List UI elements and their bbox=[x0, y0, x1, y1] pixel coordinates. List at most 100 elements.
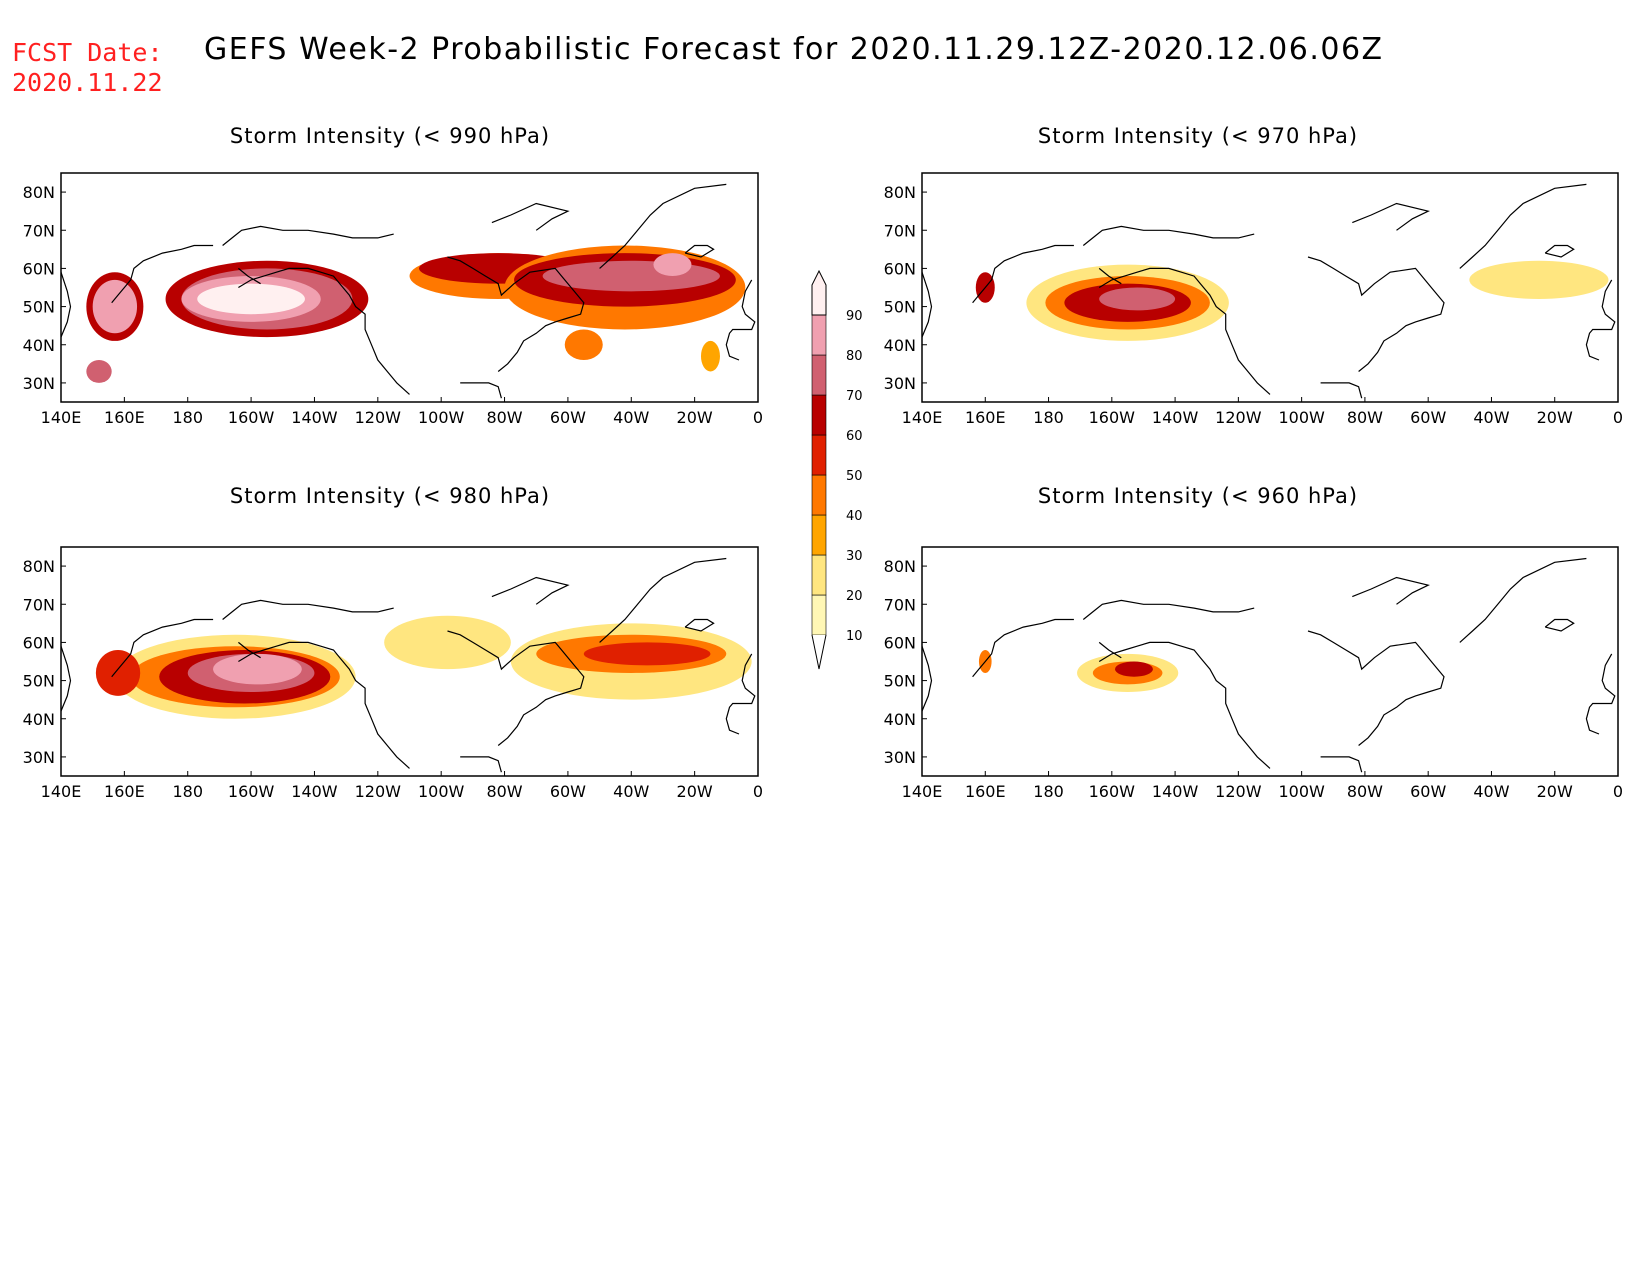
probability-field bbox=[975, 260, 1609, 341]
probability-contour bbox=[542, 260, 720, 292]
probability-field bbox=[978, 650, 1179, 693]
probability-contour bbox=[197, 283, 305, 315]
forecast-date-block: FCST Date: 2020.11.22 bbox=[12, 38, 163, 98]
y-tick-label: 80N bbox=[884, 183, 916, 202]
x-tick-label: 140W bbox=[1152, 408, 1199, 427]
colorbar-label: 50 bbox=[846, 469, 863, 484]
colorbar-segment bbox=[811, 314, 827, 356]
coastline bbox=[447, 256, 585, 372]
page-title: GEFS Week-2 Probabilistic Forecast for 2… bbox=[204, 32, 1384, 67]
x-tick-label: 140W bbox=[291, 782, 338, 801]
x-tick-label: 80W bbox=[1347, 782, 1383, 801]
coastline bbox=[1098, 267, 1271, 395]
probability-contour bbox=[95, 650, 141, 696]
x-tick-label: 60W bbox=[550, 408, 586, 427]
probability-contour bbox=[384, 615, 511, 670]
x-tick-label: 120W bbox=[1215, 408, 1262, 427]
colorbar-segment bbox=[811, 434, 827, 476]
coastlines bbox=[922, 557, 1616, 773]
coastline bbox=[1544, 244, 1575, 258]
coastline bbox=[972, 618, 1074, 678]
x-tick-label: 40W bbox=[613, 408, 649, 427]
x-tick-label: 160E bbox=[965, 408, 1006, 427]
x-tick-label: 160W bbox=[1089, 782, 1136, 801]
coastline bbox=[491, 576, 570, 605]
x-tick-label: 140W bbox=[291, 408, 338, 427]
coastline bbox=[1320, 382, 1363, 399]
coastline bbox=[1098, 641, 1122, 659]
colorbar-segment bbox=[811, 394, 827, 436]
coastline bbox=[1352, 576, 1430, 605]
colorbar: 10 20 30 40 50 60 70 80 90 bbox=[811, 269, 863, 670]
coastline bbox=[725, 653, 756, 735]
coastline bbox=[1320, 756, 1363, 773]
colorbar-label: 70 bbox=[846, 389, 863, 404]
coastlines bbox=[61, 183, 756, 399]
probability-field bbox=[95, 615, 752, 719]
colorbar-segment bbox=[811, 554, 827, 596]
x-tick-label: 120W bbox=[1215, 782, 1262, 801]
x-tick-label: 0 bbox=[1613, 408, 1623, 427]
colorbar-segment bbox=[811, 594, 827, 636]
coastline bbox=[1459, 557, 1587, 643]
x-tick-label: 160W bbox=[1089, 408, 1136, 427]
coastline bbox=[725, 279, 756, 361]
probability-contour bbox=[653, 253, 692, 277]
fcst-date-value: 2020.11.22 bbox=[12, 68, 163, 97]
y-tick-label: 50N bbox=[884, 672, 916, 691]
x-tick-label: 160E bbox=[965, 782, 1006, 801]
coastline bbox=[460, 756, 502, 773]
coastline bbox=[922, 272, 933, 338]
x-tick-label: 20W bbox=[1537, 782, 1573, 801]
probability-contour bbox=[583, 642, 711, 666]
colorbar-tail bbox=[811, 634, 827, 670]
coastline bbox=[238, 267, 410, 395]
y-tick-label: 30N bbox=[23, 374, 55, 393]
probability-contour bbox=[92, 279, 138, 334]
probability-field bbox=[86, 245, 746, 383]
panel-title: Storm Intensity (< 960 hPa) bbox=[1037, 484, 1359, 508]
coastline bbox=[1544, 618, 1575, 632]
map-frame bbox=[60, 546, 759, 777]
x-tick-label: 80W bbox=[1347, 408, 1383, 427]
x-tick-label: 140E bbox=[902, 408, 943, 427]
y-tick-label: 40N bbox=[884, 336, 916, 355]
y-tick-label: 80N bbox=[23, 183, 55, 202]
map-panel-0: 140E 160E 180 160W 140W 120W 100W 80W 60W 40W 20W 0… bbox=[23, 172, 763, 427]
coastline bbox=[61, 646, 72, 712]
probability-contour bbox=[1114, 661, 1153, 677]
map-panel-1: 140E 160E 180 160W 140W 120W 100W 80W 60W 40W 20W 0… bbox=[884, 172, 1623, 427]
coastline bbox=[491, 202, 570, 231]
colorbar-label: 30 bbox=[846, 549, 863, 564]
x-tick-label: 60W bbox=[550, 782, 586, 801]
y-tick-label: 70N bbox=[884, 595, 916, 614]
colorbar-segment bbox=[811, 269, 827, 316]
x-tick-label: 0 bbox=[753, 408, 763, 427]
y-tick-label: 60N bbox=[884, 259, 916, 278]
map-panel-3: 140E 160E 180 160W 140W 120W 100W 80W 60W 40W 20W 0… bbox=[884, 546, 1623, 801]
y-tick-label: 40N bbox=[884, 710, 916, 729]
y-tick-label: 70N bbox=[23, 221, 55, 240]
x-tick-label: 20W bbox=[1537, 408, 1573, 427]
y-tick-label: 60N bbox=[23, 633, 55, 652]
coastline bbox=[1585, 279, 1616, 361]
probability-contour bbox=[564, 329, 603, 361]
coastline bbox=[238, 267, 261, 285]
x-tick-label: 80W bbox=[486, 782, 522, 801]
coastline bbox=[111, 618, 214, 678]
x-tick-label: 100W bbox=[418, 782, 465, 801]
x-tick-label: 140E bbox=[41, 408, 82, 427]
coastline bbox=[1459, 183, 1587, 269]
coastline bbox=[222, 225, 394, 246]
x-tick-label: 160E bbox=[104, 782, 145, 801]
x-tick-label: 20W bbox=[677, 408, 713, 427]
coastline bbox=[922, 646, 933, 712]
map-frame bbox=[60, 172, 759, 403]
x-tick-label: 160E bbox=[104, 408, 145, 427]
y-tick-label: 50N bbox=[23, 672, 55, 691]
y-tick-label: 60N bbox=[23, 259, 55, 278]
y-tick-label: 80N bbox=[884, 557, 916, 576]
coastline bbox=[111, 244, 214, 304]
panel-title: Storm Intensity (< 990 hPa) bbox=[229, 124, 551, 148]
x-tick-label: 180 bbox=[1033, 408, 1064, 427]
